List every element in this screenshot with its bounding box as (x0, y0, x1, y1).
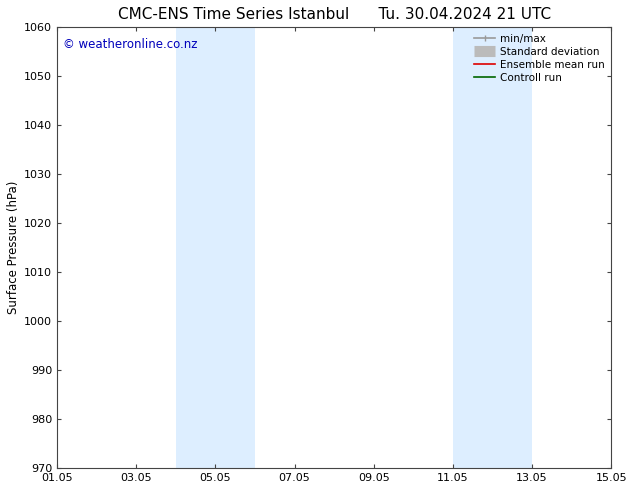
Bar (453, 27, 532, 468)
Legend: min/max, Standard deviation, Ensemble mean run, Controll run: min/max, Standard deviation, Ensemble me… (470, 29, 609, 87)
Title: CMC-ENS Time Series Istanbul      Tu. 30.04.2024 21 UTC: CMC-ENS Time Series Istanbul Tu. 30.04.2… (118, 7, 551, 22)
Text: © weatheronline.co.nz: © weatheronline.co.nz (63, 38, 197, 51)
Y-axis label: Surface Pressure (hPa): Surface Pressure (hPa) (7, 181, 20, 315)
Bar (176, 27, 255, 468)
